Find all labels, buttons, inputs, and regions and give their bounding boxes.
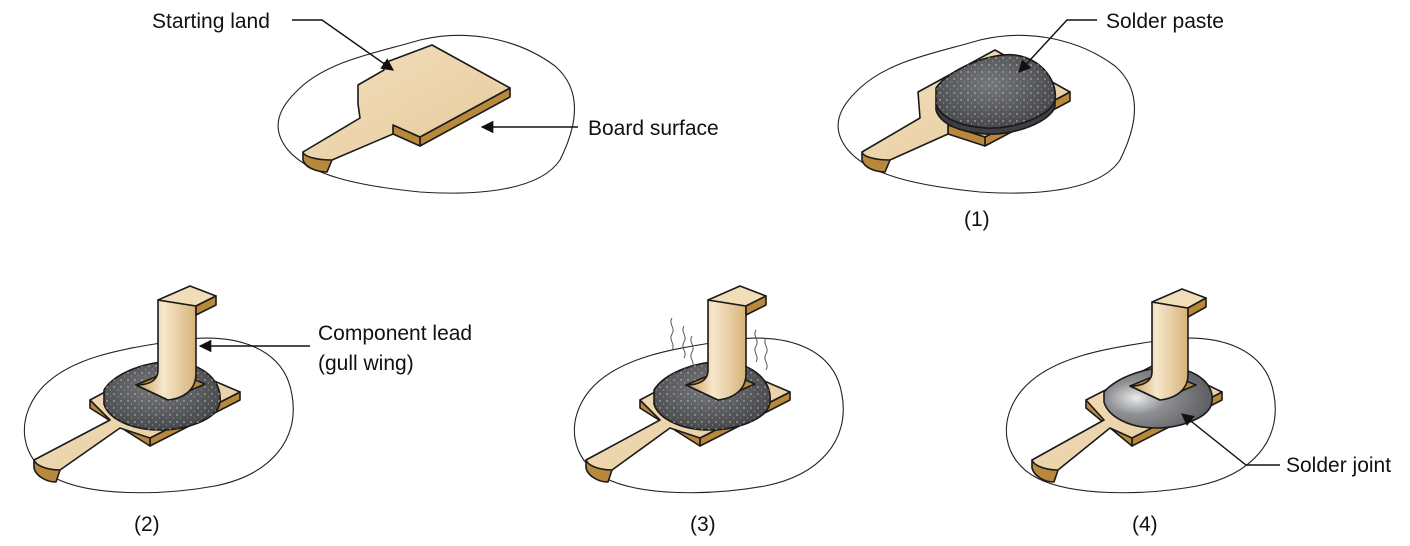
panel-step-3: (3) (573, 285, 844, 536)
copper-land (302, 44, 511, 173)
panel-step-1: (1) (837, 34, 1135, 231)
board-surface-outline-4 (1005, 337, 1276, 494)
step-2-label: (2) (134, 513, 160, 536)
board-surface-label: Board surface (588, 117, 719, 140)
step-4-label: (4) (1132, 513, 1158, 536)
board-surface-outline (277, 34, 575, 194)
starting-land-label: Starting land (152, 10, 270, 33)
callout-component-lead: Component lead (gull wing) (198, 322, 472, 375)
panel-starting-land (277, 34, 575, 194)
solder-paste-deposit (935, 53, 1057, 135)
solder-paste-label: Solder paste (1106, 10, 1224, 33)
solder-joint-label: Solder joint (1286, 454, 1391, 477)
component-lead-label: Component lead (318, 322, 472, 345)
callout-board-surface: Board surface (480, 117, 719, 140)
callout-solder-paste: Solder paste (1018, 10, 1224, 73)
heat-waves-icon (670, 317, 768, 371)
component-lead-sublabel: (gull wing) (318, 352, 414, 375)
panel-step-4: (4) (1005, 288, 1276, 536)
callout-solder-joint: Solder joint (1181, 413, 1391, 477)
panel-step-2: (2) (23, 285, 294, 536)
callout-starting-land: Starting land (152, 10, 395, 71)
step-3-label: (3) (690, 513, 716, 536)
step-1-label: (1) (964, 208, 990, 231)
gull-wing-lead-4 (1129, 288, 1207, 401)
board-surface-outline-1 (837, 34, 1135, 194)
gull-wing-lead-3 (685, 285, 767, 401)
gull-wing-lead-2 (135, 285, 217, 401)
